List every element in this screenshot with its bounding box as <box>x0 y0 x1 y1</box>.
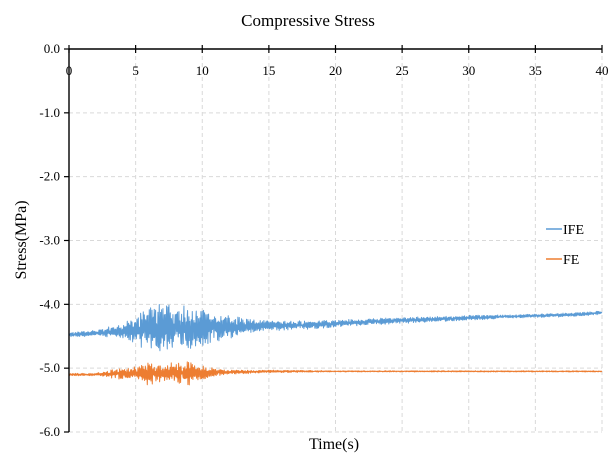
x-tick-label: 25 <box>396 63 409 78</box>
y-tick-label: -5.0 <box>39 360 60 375</box>
series-group <box>68 304 603 386</box>
series-line-ife <box>68 304 603 352</box>
y-tick-label: -2.0 <box>39 169 60 184</box>
y-tick-labels: 0.0 -1.0 -2.0 -3.0 -4.0 -5.0 -6.0 <box>39 41 60 439</box>
grid <box>69 49 603 433</box>
y-tick-label: 0.0 <box>44 41 60 56</box>
x-tick-label: 20 <box>329 63 342 78</box>
y-tick-label: -1.0 <box>39 105 60 120</box>
x-tick-label: 10 <box>196 63 209 78</box>
x-tick-label: 35 <box>529 63 542 78</box>
legend: IFE FE <box>546 223 584 268</box>
legend-label-fe: FE <box>563 253 579 268</box>
y-tick-label: -6.0 <box>39 424 60 439</box>
x-tick-labels: 0 5 10 15 20 25 30 35 40 <box>66 63 609 78</box>
y-axis-label: Stress(MPa) <box>13 200 30 279</box>
axes <box>64 45 603 433</box>
y-tick-label: -3.0 <box>39 233 60 248</box>
x-tick-label: 40 <box>596 63 609 78</box>
x-axis-label: Time(s) <box>309 436 359 453</box>
chart-title: Compressive Stress <box>241 11 375 30</box>
legend-label-ife: IFE <box>563 223 584 238</box>
y-tick-label: -4.0 <box>39 296 60 311</box>
x-tick-label: 5 <box>132 63 139 78</box>
x-tick-label: 15 <box>262 63 275 78</box>
series-line-fe <box>68 361 603 386</box>
x-tick-label: 0 <box>66 63 73 78</box>
x-tick-label: 30 <box>462 63 475 78</box>
